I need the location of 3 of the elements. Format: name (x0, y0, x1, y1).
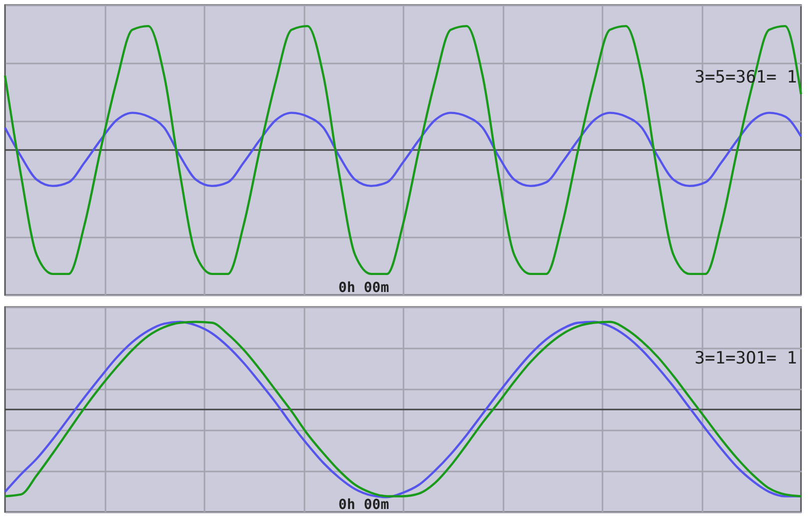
text: 0h 00m (338, 280, 389, 296)
annotation: 3=1=3O1= 1 (694, 348, 797, 368)
text: 0h 00m (338, 497, 389, 513)
